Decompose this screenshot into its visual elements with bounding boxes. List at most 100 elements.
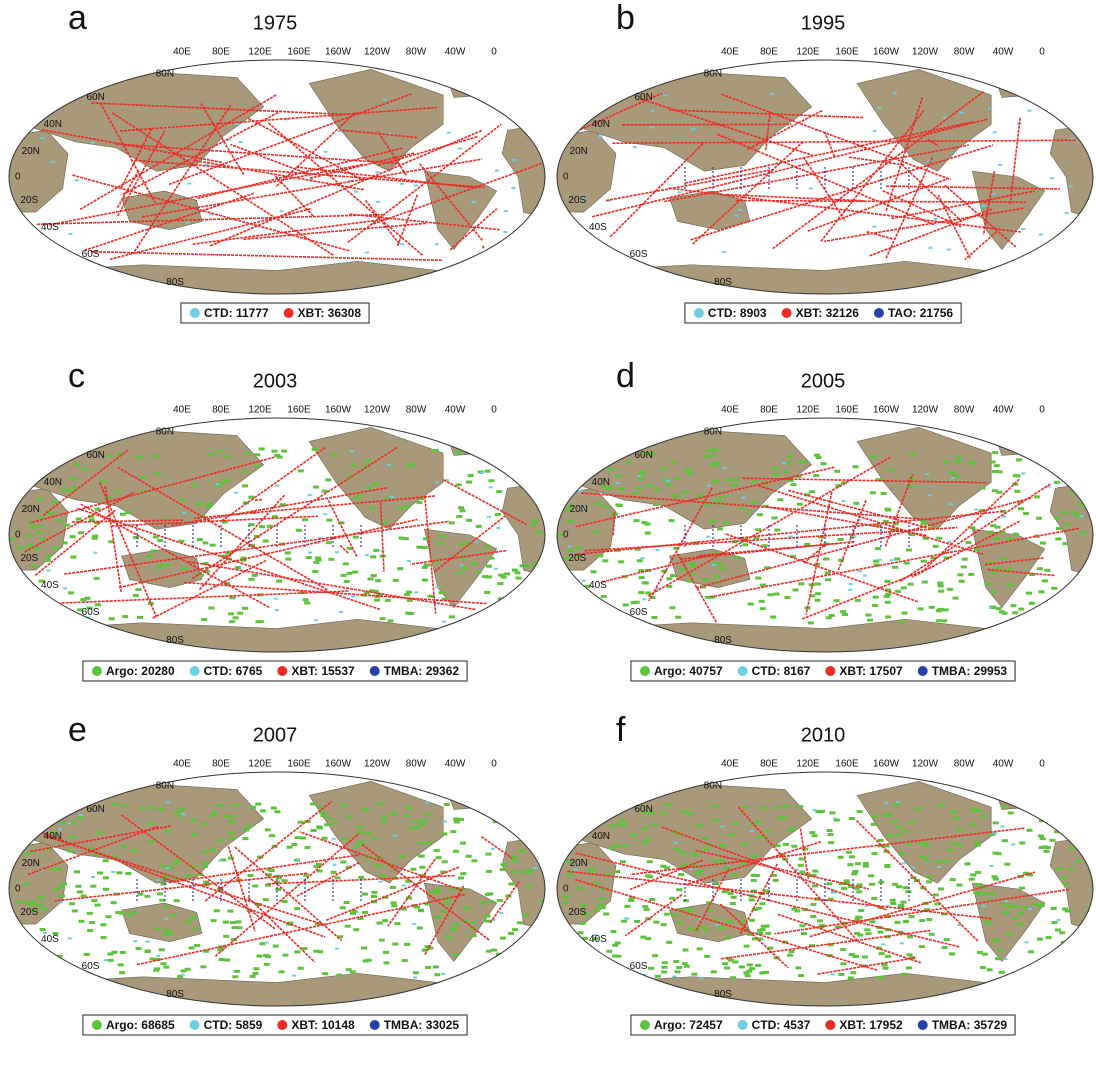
lon-label: 0 [491, 405, 497, 416]
float-profile [885, 955, 891, 958]
ctd-profile [893, 92, 897, 94]
float-profile [617, 504, 623, 507]
float-profile [485, 893, 491, 896]
float-profile [103, 888, 109, 891]
float-profile [95, 904, 101, 907]
float-profile [201, 618, 207, 621]
float-profile [508, 932, 514, 935]
float-profile [242, 607, 248, 610]
float-profile [362, 893, 368, 896]
float-profile [759, 600, 765, 603]
float-profile [771, 516, 777, 519]
lat-label: 0 [15, 172, 21, 183]
lon-label: 40W [445, 47, 466, 58]
float-profile [52, 500, 58, 503]
float-profile [113, 803, 119, 806]
float-profile [1061, 877, 1067, 880]
float-profile [151, 549, 157, 552]
float-profile [353, 928, 359, 931]
float-profile [942, 946, 948, 949]
float-profile [961, 565, 967, 568]
float-profile [269, 869, 275, 872]
lon-label: 120E [796, 47, 820, 58]
float-profile [606, 950, 612, 953]
float-profile [137, 616, 143, 619]
float-profile [1057, 867, 1063, 870]
float-profile [937, 582, 943, 585]
float-profile [259, 447, 265, 450]
ctd-profile [354, 191, 358, 193]
float-profile [895, 833, 901, 836]
float-profile [371, 837, 377, 840]
float-profile [279, 970, 285, 973]
float-profile [664, 913, 670, 916]
float-profile [733, 822, 739, 825]
ctd-profile [949, 503, 953, 505]
float-profile [838, 538, 844, 541]
ctd-profile [323, 513, 327, 515]
float-profile [687, 471, 693, 474]
ctd-profile [91, 141, 95, 143]
float-profile [816, 456, 822, 459]
float-profile [651, 616, 657, 619]
ctd-profile [133, 940, 137, 942]
float-profile [757, 938, 763, 941]
float-profile [97, 871, 103, 874]
float-profile [885, 615, 891, 618]
float-profile [682, 962, 688, 965]
float-profile [178, 540, 184, 543]
float-profile [722, 890, 728, 893]
legend-label: Argo: 40757 [654, 664, 723, 678]
float-profile [817, 919, 823, 922]
lon-label: 160W [873, 405, 900, 416]
float-profile [754, 874, 760, 877]
ctd-profile [1028, 908, 1032, 910]
float-profile [250, 806, 256, 809]
float-profile [123, 804, 129, 807]
float-profile [669, 519, 675, 522]
float-profile [501, 863, 507, 866]
float-profile [100, 923, 106, 926]
float-profile [344, 901, 350, 904]
float-profile [425, 813, 431, 816]
float-profile [433, 449, 439, 452]
ctd-profile [456, 602, 460, 604]
lat-label: 40N [44, 831, 62, 842]
float-profile [205, 505, 211, 508]
ctd-profile [598, 135, 602, 137]
float-profile [89, 921, 95, 924]
float-profile [882, 967, 888, 970]
float-profile [749, 898, 755, 901]
ctd-profile [351, 596, 355, 598]
float-profile [392, 943, 398, 946]
lat-label: 0 [563, 172, 569, 183]
float-profile [720, 567, 726, 570]
float-profile [652, 954, 658, 957]
float-profile [600, 906, 606, 909]
float-profile [597, 903, 603, 906]
panel-year: 1995 [801, 12, 846, 34]
float-profile [381, 815, 387, 818]
float-profile [969, 878, 975, 881]
float-profile [260, 942, 266, 945]
ctd-profile [503, 231, 507, 233]
float-profile [642, 827, 648, 830]
float-profile [789, 827, 795, 830]
float-profile [304, 602, 310, 605]
float-profile [437, 542, 443, 545]
lat-label: 40N [592, 477, 610, 488]
float-profile [59, 885, 65, 888]
float-profile [436, 856, 442, 859]
float-profile [165, 830, 171, 833]
legend-label: XBT: 36308 [298, 306, 362, 320]
float-profile [980, 815, 986, 818]
float-profile [103, 876, 109, 879]
float-profile [1003, 911, 1009, 914]
float-profile [710, 454, 716, 457]
float-profile [54, 888, 60, 891]
float-profile [704, 955, 710, 958]
float-profile [890, 899, 896, 902]
float-profile [877, 976, 883, 979]
float-profile [955, 456, 961, 459]
float-profile [929, 933, 935, 936]
